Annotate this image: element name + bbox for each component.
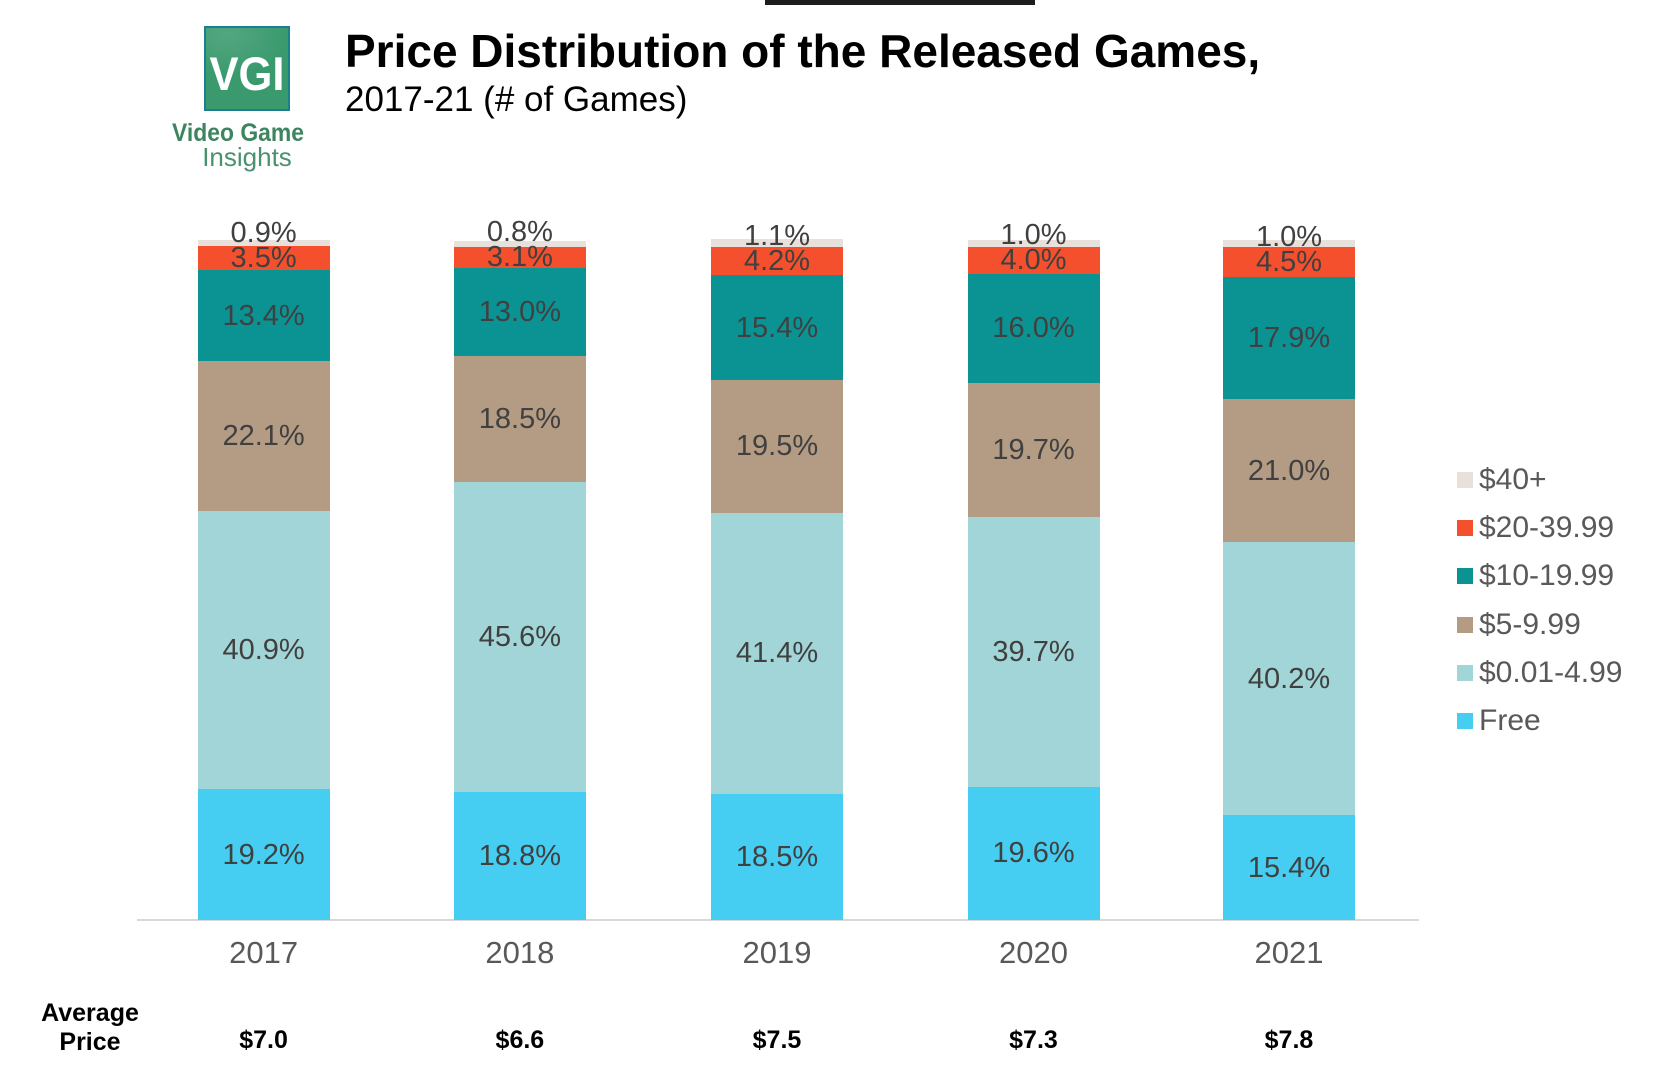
svg-text:VGI: VGI [210, 47, 285, 100]
svg-text:Video Game: Video Game [172, 119, 304, 147]
svg-text:Insights: Insights [202, 142, 292, 172]
